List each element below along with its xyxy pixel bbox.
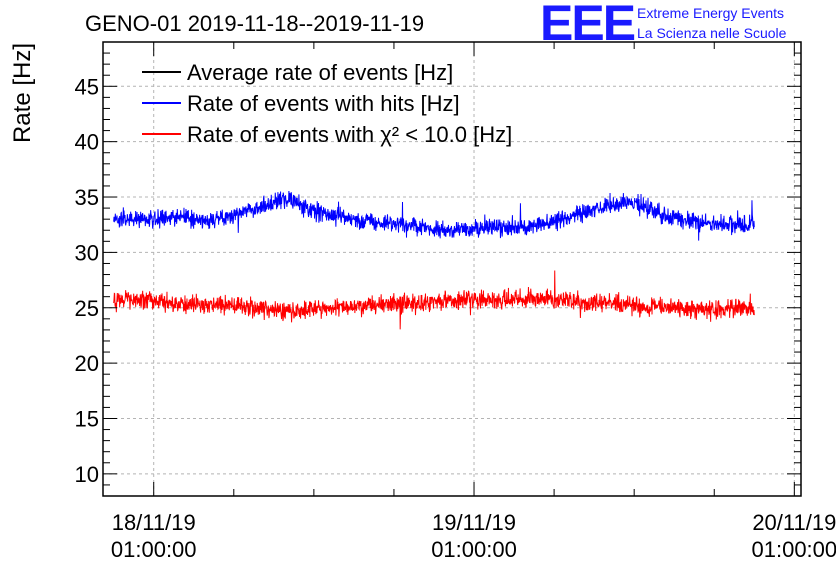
logo-line-1: Extreme Energy Events (637, 5, 784, 21)
y-tick-label: 15 (75, 406, 99, 431)
chart-title: GENO-01 2019-11-18--2019-11-19 (85, 11, 424, 36)
x-tick-label-date: 20/11/19 (752, 510, 836, 535)
legend-label-average: Average rate of events [Hz] (187, 60, 453, 85)
y-tick-label: 10 (75, 462, 99, 487)
series-line-2 (113, 270, 755, 330)
series-layer (113, 191, 755, 330)
x-tick-label-date: 18/11/19 (112, 510, 196, 535)
y-tick-label: 35 (75, 185, 99, 210)
series-line-1 (113, 191, 755, 241)
plot-frame (102, 41, 802, 497)
x-tick-label-time: 01:00:00 (752, 537, 836, 562)
x-tick-label-time: 01:00:00 (111, 537, 197, 562)
x-tick-label-date: 19/11/19 (432, 510, 516, 535)
grid (103, 42, 801, 496)
y-tick-label: 30 (75, 240, 99, 265)
y-tick-label: 25 (75, 296, 99, 321)
x-tick-label-time: 01:00:00 (431, 537, 517, 562)
legend: Average rate of events [Hz] Rate of even… (142, 60, 512, 147)
logo-line-2: La Scienza nelle Scuole (637, 25, 787, 41)
y-axis-title: Rate [Hz] (9, 43, 36, 143)
axes: 101520253035404518/11/1901:00:0019/11/19… (75, 41, 836, 562)
y-tick-label: 20 (75, 351, 99, 376)
y-tick-label: 45 (75, 74, 99, 99)
legend-label-chi2: Rate of events with χ² < 10.0 [Hz] (187, 122, 512, 147)
eee-logo: EEE Extreme Energy Events La Scienza nel… (540, 0, 787, 51)
y-tick-label: 40 (75, 130, 99, 155)
legend-label-hits: Rate of events with hits [Hz] (187, 91, 460, 116)
